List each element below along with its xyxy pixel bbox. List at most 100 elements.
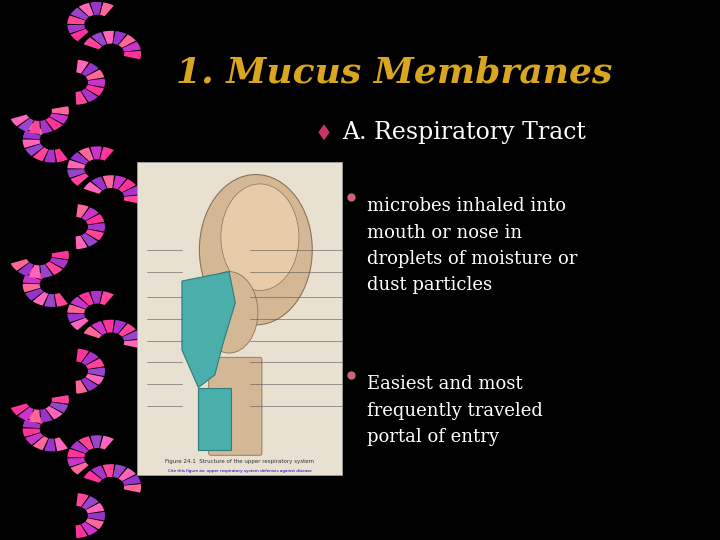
Ellipse shape xyxy=(200,272,258,353)
Wedge shape xyxy=(11,114,30,126)
Wedge shape xyxy=(40,120,53,133)
Wedge shape xyxy=(71,296,89,309)
Wedge shape xyxy=(52,251,69,259)
Wedge shape xyxy=(71,441,89,454)
Wedge shape xyxy=(71,462,89,475)
Wedge shape xyxy=(55,148,68,162)
Wedge shape xyxy=(40,409,53,422)
Wedge shape xyxy=(84,37,102,50)
Wedge shape xyxy=(91,321,107,335)
Wedge shape xyxy=(45,406,63,420)
Text: Cite this figure as: upper respiratory system defenses against disease: Cite this figure as: upper respiratory s… xyxy=(168,469,311,473)
FancyBboxPatch shape xyxy=(137,162,342,475)
Wedge shape xyxy=(81,89,98,102)
Wedge shape xyxy=(86,214,104,225)
Polygon shape xyxy=(182,272,235,388)
Wedge shape xyxy=(88,78,105,87)
Wedge shape xyxy=(68,16,86,24)
Wedge shape xyxy=(85,518,104,529)
Wedge shape xyxy=(11,259,30,271)
Wedge shape xyxy=(86,359,104,369)
Wedge shape xyxy=(100,147,114,161)
FancyBboxPatch shape xyxy=(209,357,262,455)
Wedge shape xyxy=(29,265,40,278)
Polygon shape xyxy=(318,124,330,140)
Wedge shape xyxy=(78,3,94,17)
Wedge shape xyxy=(81,377,98,391)
Wedge shape xyxy=(113,320,127,334)
Wedge shape xyxy=(68,25,86,33)
Wedge shape xyxy=(71,318,89,330)
Wedge shape xyxy=(91,32,107,46)
Wedge shape xyxy=(76,91,87,105)
Wedge shape xyxy=(55,437,68,451)
Wedge shape xyxy=(118,323,136,337)
Wedge shape xyxy=(33,147,48,161)
Wedge shape xyxy=(81,233,98,247)
Wedge shape xyxy=(29,409,40,422)
Wedge shape xyxy=(81,63,99,76)
Wedge shape xyxy=(33,436,48,450)
Wedge shape xyxy=(29,120,40,133)
Wedge shape xyxy=(100,291,114,305)
Text: 1. Mucus Membranes: 1. Mucus Membranes xyxy=(176,56,613,90)
Wedge shape xyxy=(84,471,102,483)
Wedge shape xyxy=(103,176,114,188)
Wedge shape xyxy=(90,2,102,15)
Wedge shape xyxy=(86,503,104,514)
Wedge shape xyxy=(100,2,114,16)
Wedge shape xyxy=(88,512,105,521)
Wedge shape xyxy=(45,261,63,275)
Wedge shape xyxy=(85,230,104,240)
Wedge shape xyxy=(118,35,136,48)
Wedge shape xyxy=(40,264,53,278)
Wedge shape xyxy=(18,118,34,132)
Polygon shape xyxy=(199,388,231,450)
Wedge shape xyxy=(124,51,141,59)
Wedge shape xyxy=(27,411,45,424)
Wedge shape xyxy=(22,428,40,437)
Wedge shape xyxy=(103,320,114,333)
Wedge shape xyxy=(44,150,55,163)
Wedge shape xyxy=(68,160,86,168)
Wedge shape xyxy=(78,147,94,161)
Wedge shape xyxy=(27,123,45,135)
Wedge shape xyxy=(68,169,86,178)
Wedge shape xyxy=(90,435,102,448)
Wedge shape xyxy=(44,294,55,307)
Wedge shape xyxy=(86,70,104,80)
Wedge shape xyxy=(52,106,69,115)
Wedge shape xyxy=(81,522,98,536)
Text: A. Respiratory Tract: A. Respiratory Tract xyxy=(342,121,586,144)
Wedge shape xyxy=(25,288,43,300)
Wedge shape xyxy=(122,42,140,52)
Wedge shape xyxy=(25,144,43,156)
Wedge shape xyxy=(84,182,102,194)
Wedge shape xyxy=(122,186,140,196)
Wedge shape xyxy=(55,293,68,307)
Wedge shape xyxy=(68,314,86,322)
Wedge shape xyxy=(88,223,105,232)
Wedge shape xyxy=(45,117,63,131)
Wedge shape xyxy=(113,31,127,45)
Wedge shape xyxy=(50,113,68,124)
Wedge shape xyxy=(85,85,104,96)
Wedge shape xyxy=(122,330,140,341)
Wedge shape xyxy=(100,436,114,450)
Wedge shape xyxy=(76,60,89,73)
Wedge shape xyxy=(88,367,105,376)
Wedge shape xyxy=(27,267,45,280)
Wedge shape xyxy=(91,465,107,480)
Wedge shape xyxy=(23,419,41,428)
Wedge shape xyxy=(22,139,40,148)
Wedge shape xyxy=(81,207,99,221)
Wedge shape xyxy=(44,438,55,451)
Wedge shape xyxy=(76,349,89,362)
Wedge shape xyxy=(22,284,40,292)
Wedge shape xyxy=(76,493,89,507)
Ellipse shape xyxy=(199,174,312,325)
Wedge shape xyxy=(76,204,89,218)
Text: Easiest and most
frequently traveled
portal of entry: Easiest and most frequently traveled por… xyxy=(367,375,543,446)
Wedge shape xyxy=(118,179,136,192)
Wedge shape xyxy=(68,458,86,467)
